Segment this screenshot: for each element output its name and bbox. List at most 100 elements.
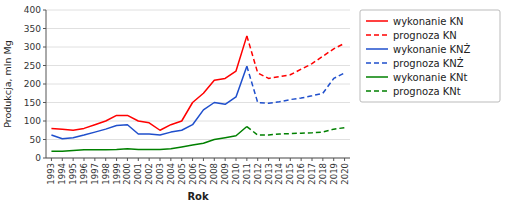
legend-swatch <box>366 76 388 78</box>
x-tick-label: 2020 <box>340 163 350 185</box>
legend: wykonanie KNprognoza KNwykonanie KNŻprog… <box>360 10 500 102</box>
x-tick <box>344 158 345 161</box>
series-line <box>247 127 345 136</box>
legend-label: prognoza KN <box>393 30 457 41</box>
x-tick <box>225 158 226 161</box>
x-tick-label: 2002 <box>144 163 154 185</box>
x-axis-line <box>46 158 350 159</box>
x-tick-label: 2007 <box>198 163 208 185</box>
legend-label: wykonanie KNt <box>393 72 468 83</box>
grid-line <box>46 84 350 85</box>
x-tick <box>149 158 150 161</box>
x-tick <box>214 158 215 161</box>
x-tick <box>94 158 95 161</box>
x-tick-label: 1999 <box>112 163 122 185</box>
series-line <box>247 66 345 103</box>
chart: 0501001502002503003504001993199419951996… <box>0 0 507 204</box>
x-tick <box>236 158 237 161</box>
y-tick-label: 100 <box>24 116 41 126</box>
x-tick <box>333 158 334 161</box>
series-line <box>51 127 246 152</box>
x-tick-label: 2003 <box>155 163 165 185</box>
y-tick <box>43 47 46 48</box>
axes: 0501001502002503003504001993199419951996… <box>24 5 350 185</box>
x-tick <box>127 158 128 161</box>
y-tick <box>43 10 46 11</box>
y-tick-label: 300 <box>24 42 41 52</box>
x-tick-label: 2009 <box>220 163 230 185</box>
x-axis-label: Rok <box>187 191 209 202</box>
x-tick-label: 2013 <box>264 163 274 185</box>
legend-box <box>360 10 500 102</box>
x-tick-label: 2018 <box>318 163 328 185</box>
x-tick <box>160 158 161 161</box>
x-tick <box>73 158 74 161</box>
grid-line <box>46 158 350 159</box>
x-tick <box>203 158 204 161</box>
x-tick-label: 1996 <box>79 163 89 185</box>
legend-label: prognoza KNt <box>393 86 461 97</box>
grid-line <box>46 102 350 103</box>
x-tick <box>51 158 52 161</box>
x-tick <box>181 158 182 161</box>
y-tick-label: 400 <box>24 5 41 15</box>
y-tick-label: 50 <box>30 135 42 145</box>
y-tick <box>43 139 46 140</box>
x-tick <box>312 158 313 161</box>
legend-swatch <box>366 48 388 50</box>
legend-swatch <box>366 34 388 36</box>
y-tick <box>43 28 46 29</box>
x-tick <box>105 158 106 161</box>
legend-label: wykonanie KNŻ <box>393 43 471 55</box>
x-tick <box>62 158 63 161</box>
x-tick-label: 2015 <box>285 163 295 185</box>
legend-label: prognoza KNŻ <box>393 57 464 69</box>
legend-swatch <box>366 90 388 92</box>
x-tick-label: 1997 <box>90 163 100 185</box>
x-tick <box>279 158 280 161</box>
legend-swatch <box>366 20 388 22</box>
x-tick-label: 1995 <box>68 163 78 185</box>
series-lines <box>51 36 344 151</box>
y-tick <box>43 121 46 122</box>
series-line <box>51 66 246 139</box>
x-tick <box>290 158 291 161</box>
series-line <box>51 36 246 130</box>
x-tick-label: 2004 <box>166 163 176 185</box>
x-tick-label: 2012 <box>253 163 263 185</box>
y-tick-label: 200 <box>24 79 41 89</box>
x-tick <box>268 158 269 161</box>
y-tick-label: 0 <box>35 153 41 163</box>
x-tick <box>192 158 193 161</box>
x-tick-label: 2011 <box>242 163 252 185</box>
x-tick-label: 1994 <box>57 163 67 185</box>
grid-line <box>46 10 350 11</box>
x-tick <box>84 158 85 161</box>
grid <box>46 10 350 158</box>
x-tick-label: 2016 <box>296 163 306 185</box>
y-tick <box>43 65 46 66</box>
x-tick-label: 2001 <box>133 163 143 185</box>
x-tick-label: 2006 <box>188 163 198 185</box>
x-tick <box>138 158 139 161</box>
x-tick-label: 2000 <box>122 163 132 185</box>
y-tick <box>43 158 46 159</box>
y-axis-label: Produkcja, mln Mg <box>2 40 13 128</box>
y-tick <box>43 84 46 85</box>
x-tick <box>301 158 302 161</box>
grid-line <box>46 47 350 48</box>
x-tick <box>246 158 247 161</box>
grid-line <box>46 121 350 122</box>
y-tick-label: 250 <box>24 61 41 71</box>
x-tick-label: 2017 <box>307 163 317 185</box>
grid-line <box>46 139 350 140</box>
grid-line <box>46 65 350 66</box>
x-tick-label: 2010 <box>231 163 241 185</box>
x-tick <box>257 158 258 161</box>
x-tick <box>170 158 171 161</box>
series-line <box>247 36 345 79</box>
grid-line <box>46 28 350 29</box>
y-tick-label: 350 <box>24 24 41 34</box>
legend-swatch <box>366 62 388 64</box>
x-tick <box>116 158 117 161</box>
